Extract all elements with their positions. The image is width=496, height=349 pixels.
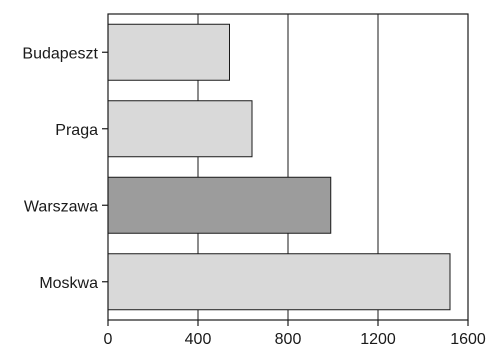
x-tick-label: 400: [185, 331, 212, 348]
x-tick-label: 0: [104, 331, 113, 348]
bar: [107, 253, 451, 311]
category-label: Warszawa: [24, 198, 98, 215]
x-tick-label: 1200: [360, 331, 396, 348]
x-tick-labels: 0 400 800 1200 1600: [104, 320, 486, 348]
category-label: Moskwa: [39, 275, 98, 292]
bar-layer: [107, 23, 451, 311]
bar: [107, 176, 332, 234]
x-tick-label: 800: [275, 331, 302, 348]
bar: [107, 23, 230, 81]
category-labels: Budapeszt Praga Warszawa Moskwa: [22, 45, 108, 292]
x-tick-label: 1600: [450, 331, 486, 348]
category-label: Praga: [55, 122, 98, 139]
category-label: Budapeszt: [22, 45, 98, 62]
bar: [107, 100, 253, 158]
